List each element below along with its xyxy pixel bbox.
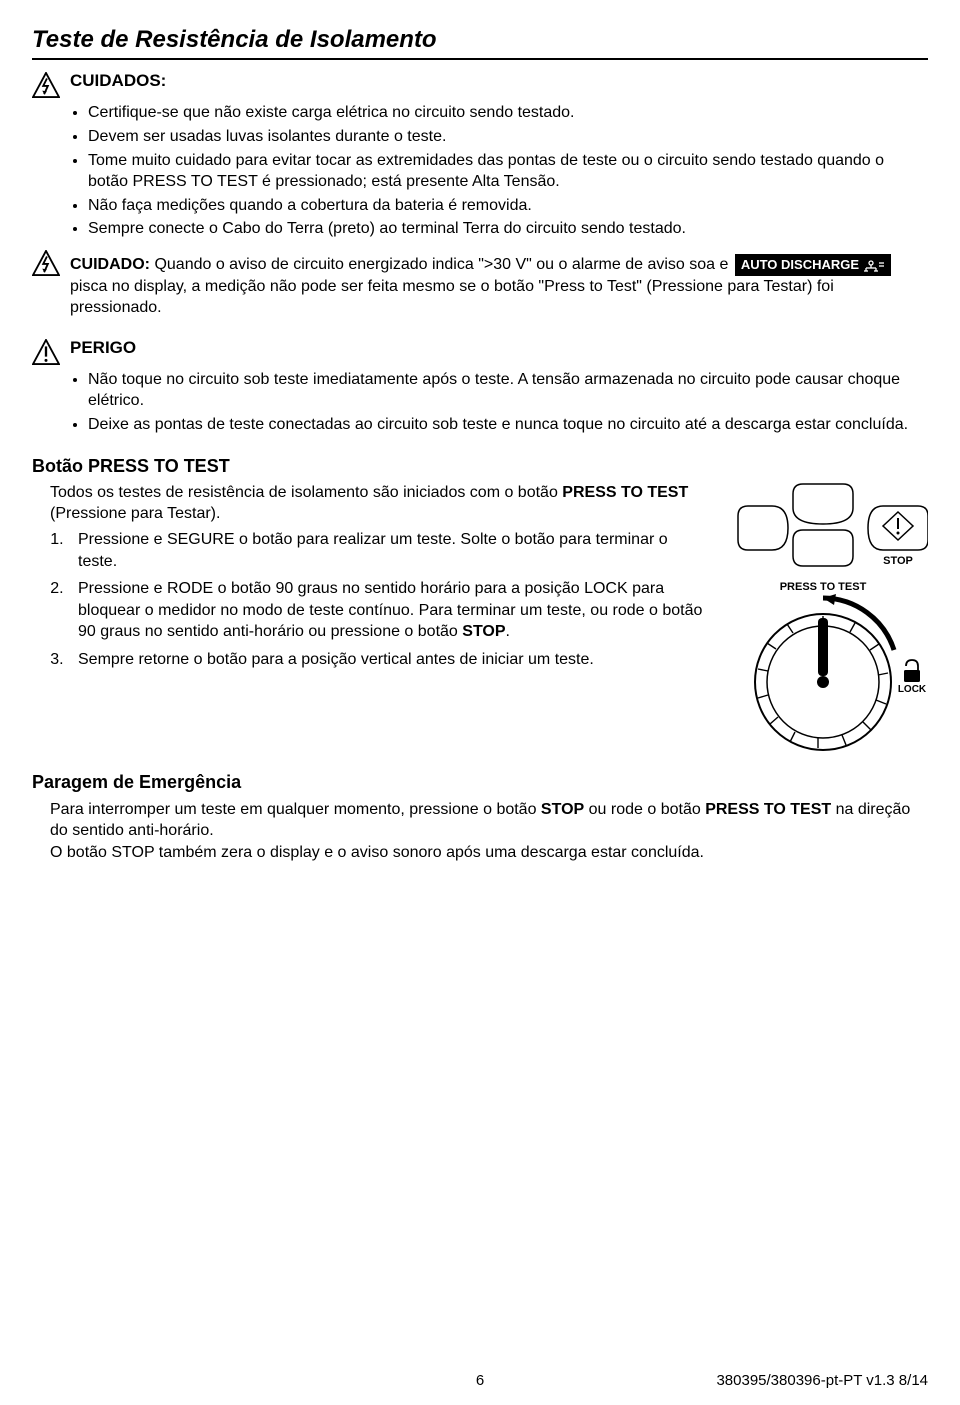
perigo-header: PERIGO: [32, 337, 928, 365]
high-voltage-icon: [32, 248, 62, 276]
list-item: Deixe as pontas de teste conectadas ao c…: [88, 414, 928, 436]
list-item: Certifique-se que não existe carga elétr…: [88, 102, 928, 124]
cuidado2-pre: Quando o aviso de circuito energizado in…: [150, 256, 733, 273]
list-item: Devem ser usadas luvas isolantes durante…: [88, 126, 928, 148]
cuidado2-post: pisca no display, a medição não pode ser…: [70, 278, 834, 317]
svg-text:LOCK: LOCK: [898, 684, 927, 695]
cuidado2-head: CUIDADO:: [70, 256, 150, 273]
perigo-label: PERIGO: [70, 337, 136, 360]
svg-text:PRESS TO TEST: PRESS TO TEST: [780, 581, 867, 593]
emergency-head: Paragem de Emergência: [32, 770, 928, 794]
page-title: Teste de Resistência de Isolamento: [32, 24, 928, 60]
page-number: 6: [331, 1371, 630, 1391]
warning-icon: [32, 337, 62, 365]
step-item: Pressione e SEGURE o botão para realizar…: [68, 529, 706, 572]
emergency-body: Para interromper um teste em qualquer mo…: [50, 799, 928, 864]
auto-discharge-badge: AUTO DISCHARGE: [735, 254, 891, 276]
cuidados-label: CUIDADOS:: [70, 70, 166, 93]
list-item: Não faça medições quando a cobertura da …: [88, 195, 928, 217]
doc-id: 380395/380396-pt-PT v1.3 8/14: [629, 1371, 928, 1391]
press-intro: Todos os testes de resistência de isolam…: [50, 482, 706, 525]
high-voltage-icon: [32, 70, 62, 98]
list-item: Tome muito cuidado para evitar tocar as …: [88, 150, 928, 193]
step-item: Sempre retorne o botão para a posição ve…: [68, 649, 706, 671]
step-item: Pressione e RODE o botão 90 graus no sen…: [68, 578, 706, 643]
page-footer: 6 380395/380396-pt-PT v1.3 8/14: [0, 1371, 960, 1391]
press-to-test-head: Botão PRESS TO TEST: [32, 454, 928, 478]
list-item: Sempre conecte o Cabo do Terra (preto) a…: [88, 218, 928, 240]
press-steps: Pressione e SEGURE o botão para realizar…: [32, 529, 706, 671]
perigo-list: Não toque no circuito sob teste imediata…: [32, 369, 928, 436]
dial-illustration: STOP PRESS TO TEST: [718, 482, 928, 769]
svg-text:STOP: STOP: [883, 555, 913, 567]
cuidado2-row: CUIDADO: Quando o aviso de circuito ener…: [32, 248, 928, 327]
cuidados-header: CUIDADOS:: [32, 70, 928, 98]
list-item: Não toque no circuito sob teste imediata…: [88, 369, 928, 412]
cuidados-list: Certifique-se que não existe carga elétr…: [32, 102, 928, 240]
